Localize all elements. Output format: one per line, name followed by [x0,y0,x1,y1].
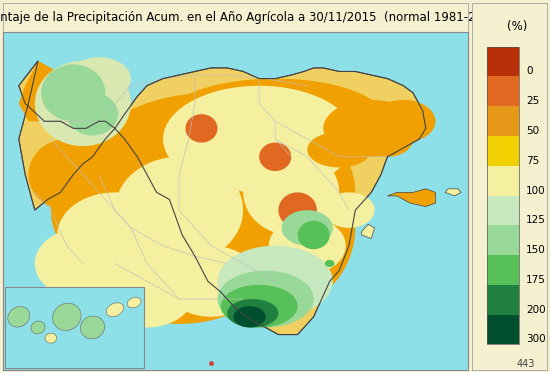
Bar [487,255,519,285]
Text: 125: 125 [526,215,546,225]
Bar [5,288,145,368]
Polygon shape [41,64,105,121]
Polygon shape [323,100,420,157]
Polygon shape [83,174,243,317]
Bar [487,225,519,255]
Polygon shape [53,303,81,330]
Text: 100: 100 [526,186,546,196]
Polygon shape [127,297,141,308]
Polygon shape [185,114,217,142]
Text: 50: 50 [526,126,540,136]
Polygon shape [80,316,104,339]
Polygon shape [163,78,387,164]
Polygon shape [278,192,317,228]
Bar [487,315,519,344]
Polygon shape [8,307,30,327]
Polygon shape [35,61,131,146]
Bar [487,47,519,344]
Polygon shape [259,142,291,171]
Polygon shape [106,303,124,317]
Polygon shape [221,285,298,327]
Text: 443: 443 [517,359,535,369]
Polygon shape [115,157,243,263]
Polygon shape [19,61,426,334]
Polygon shape [163,86,355,192]
Bar [487,47,519,77]
Polygon shape [234,306,266,327]
Polygon shape [45,333,57,343]
Polygon shape [31,321,45,334]
Bar [487,136,519,166]
Polygon shape [445,189,461,196]
Polygon shape [298,221,329,249]
Polygon shape [67,93,355,292]
Polygon shape [99,238,259,324]
Bar [487,106,519,136]
Polygon shape [57,192,173,278]
Polygon shape [163,246,259,317]
Text: 300: 300 [526,334,546,344]
Bar [487,166,519,196]
Polygon shape [325,260,334,267]
Polygon shape [307,132,371,167]
Text: 150: 150 [526,245,546,255]
Polygon shape [387,189,436,206]
Text: Porcentaje de la Precipitación Acum. en el Año Agrícola a 30/11/2015  (normal 19: Porcentaje de la Precipitación Acum. en … [0,11,502,24]
Polygon shape [269,217,346,274]
Text: 75: 75 [526,156,540,166]
Polygon shape [323,192,375,228]
Bar [487,77,519,106]
Text: (%): (%) [507,20,527,33]
Polygon shape [218,246,333,317]
Text: 175: 175 [526,275,546,285]
Polygon shape [362,224,375,238]
Polygon shape [67,93,118,135]
Text: 25: 25 [526,96,540,106]
Polygon shape [35,228,131,299]
Polygon shape [19,61,105,128]
Polygon shape [67,57,131,100]
Polygon shape [163,139,355,317]
Polygon shape [29,139,105,210]
Polygon shape [99,256,195,327]
Polygon shape [282,210,333,246]
Polygon shape [243,150,339,235]
Polygon shape [218,270,314,327]
Text: 0: 0 [526,67,532,77]
Polygon shape [227,299,278,327]
Polygon shape [362,121,413,157]
Bar [487,196,519,225]
Bar [487,285,519,315]
Polygon shape [371,100,436,142]
Polygon shape [51,157,147,263]
Text: 200: 200 [526,305,546,315]
